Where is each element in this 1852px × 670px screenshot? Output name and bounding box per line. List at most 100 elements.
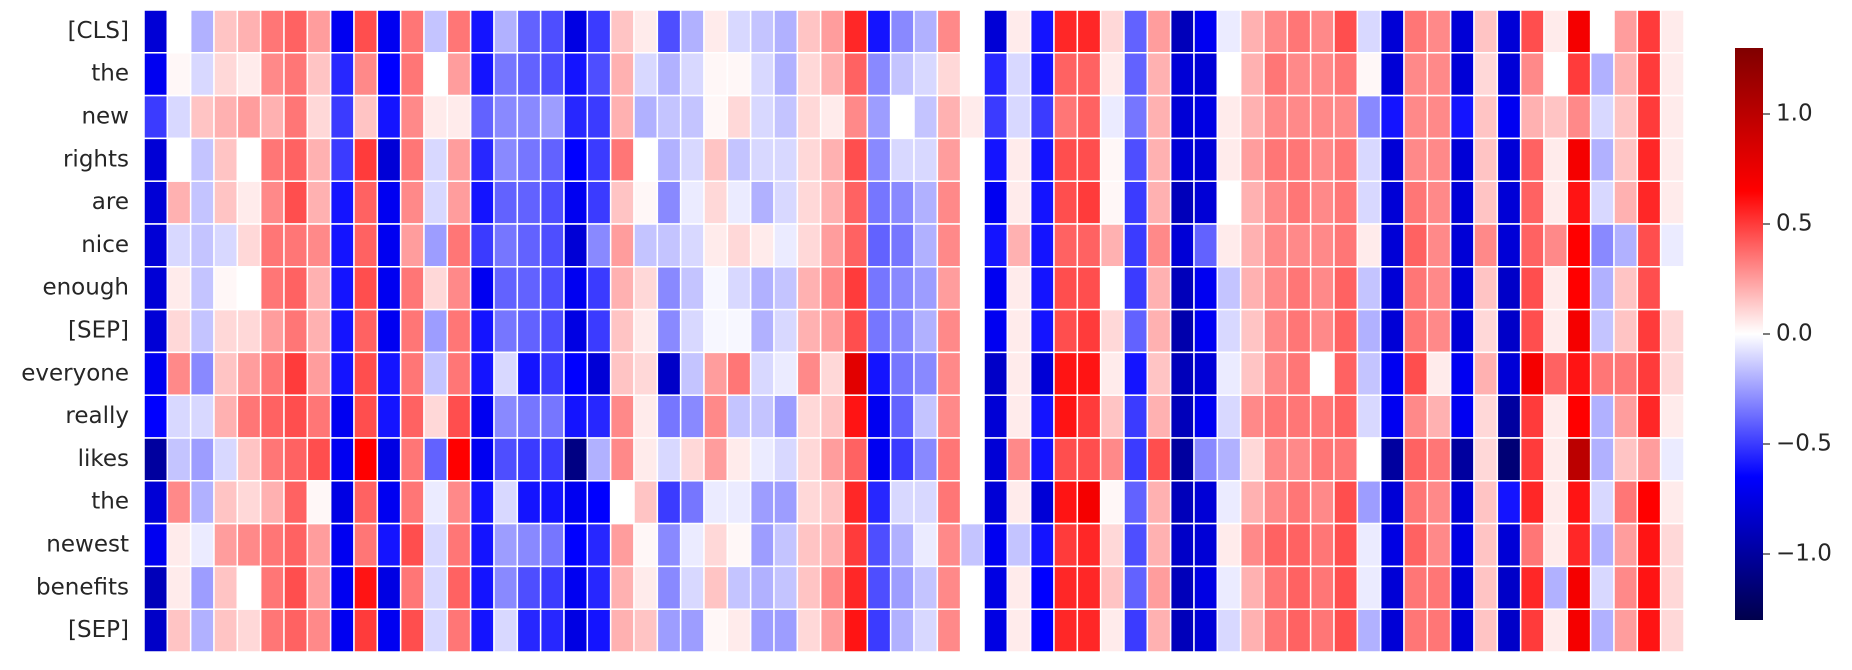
heat-cell bbox=[1239, 608, 1265, 653]
heat-cell bbox=[866, 565, 892, 610]
heat-cell bbox=[1496, 137, 1522, 182]
heat-cell bbox=[399, 180, 425, 225]
heat-cell bbox=[1099, 565, 1125, 610]
heat-cell bbox=[236, 266, 262, 311]
heat-cell bbox=[889, 52, 915, 97]
heat-cell bbox=[1239, 351, 1265, 396]
heat-cell bbox=[1333, 223, 1359, 268]
heat-cell bbox=[1169, 394, 1195, 439]
heat-cell bbox=[866, 437, 892, 482]
heat-cell bbox=[656, 52, 682, 97]
heat-cell bbox=[1403, 394, 1429, 439]
heat-cell bbox=[936, 522, 962, 568]
heat-cell bbox=[539, 608, 565, 653]
heat-cell bbox=[1309, 480, 1335, 525]
heat-cell bbox=[189, 608, 215, 653]
heat-cell bbox=[1006, 480, 1032, 525]
heat-cell bbox=[633, 94, 659, 140]
heat-cell bbox=[259, 180, 285, 225]
heat-cell bbox=[143, 351, 169, 396]
heat-cell bbox=[796, 394, 822, 439]
heat-cell bbox=[983, 565, 1009, 610]
heat-cell bbox=[283, 52, 309, 97]
heat-cell bbox=[516, 437, 542, 482]
heat-cell bbox=[1146, 480, 1172, 525]
heat-cell bbox=[143, 394, 169, 439]
heat-cell bbox=[1146, 565, 1172, 610]
heat-cell bbox=[1473, 565, 1499, 610]
heat-cell bbox=[796, 437, 822, 482]
heat-cell bbox=[656, 308, 682, 354]
heat-cell bbox=[1123, 9, 1149, 54]
heat-cell bbox=[516, 52, 542, 97]
row-label: the bbox=[91, 489, 129, 515]
heat-cell bbox=[959, 394, 985, 439]
heat-cell bbox=[493, 94, 519, 140]
heat-cell bbox=[1263, 180, 1289, 225]
heat-cell bbox=[1636, 137, 1662, 182]
heat-cell bbox=[1356, 94, 1382, 140]
heat-cell bbox=[796, 608, 822, 653]
heat-cell bbox=[1379, 480, 1405, 525]
heat-cell bbox=[1636, 308, 1662, 354]
heat-cell bbox=[1076, 52, 1102, 97]
heat-cell bbox=[1613, 394, 1639, 439]
heat-cell bbox=[703, 266, 729, 311]
heat-cell bbox=[423, 94, 449, 140]
heat-cell bbox=[1146, 394, 1172, 439]
heat-cell bbox=[1099, 223, 1125, 268]
heat-cell bbox=[166, 480, 192, 525]
heat-cell bbox=[353, 351, 379, 396]
heat-cell bbox=[143, 9, 169, 54]
heat-cell bbox=[283, 223, 309, 268]
heat-cell bbox=[1123, 94, 1149, 140]
heat-cell bbox=[423, 9, 449, 54]
heat-cell bbox=[376, 94, 402, 140]
heat-cell bbox=[376, 137, 402, 182]
heat-cell bbox=[236, 522, 262, 568]
heat-cell bbox=[1426, 52, 1452, 97]
heat-cell bbox=[913, 137, 939, 182]
heat-cell bbox=[983, 137, 1009, 182]
heat-cell bbox=[399, 394, 425, 439]
heat-cell bbox=[166, 266, 192, 311]
heat-cell bbox=[1659, 608, 1685, 653]
heat-cell bbox=[469, 52, 495, 97]
heat-cell bbox=[913, 480, 939, 525]
heat-cell bbox=[586, 308, 612, 354]
heat-cell bbox=[143, 565, 169, 610]
heat-cell bbox=[1123, 223, 1149, 268]
heat-cell bbox=[1169, 308, 1195, 354]
heat-cell bbox=[726, 351, 752, 396]
heat-cell bbox=[259, 480, 285, 525]
heat-cell bbox=[1449, 394, 1475, 439]
heat-cell bbox=[1263, 608, 1289, 653]
heat-cell bbox=[1099, 180, 1125, 225]
heat-cell bbox=[423, 608, 449, 653]
heat-cell bbox=[1543, 308, 1569, 354]
heat-cell bbox=[1053, 52, 1079, 97]
heat-cell bbox=[913, 608, 939, 653]
heat-cell bbox=[843, 180, 869, 225]
heat-cell bbox=[306, 394, 332, 439]
row-label: everyone bbox=[21, 360, 129, 386]
heat-cell bbox=[1566, 137, 1592, 182]
heat-cell bbox=[1449, 266, 1475, 311]
heat-cell bbox=[493, 52, 519, 97]
heat-cell bbox=[983, 437, 1009, 482]
heat-cell bbox=[819, 137, 845, 182]
heat-cell bbox=[1309, 137, 1335, 182]
heat-cell bbox=[843, 394, 869, 439]
heat-cell bbox=[1239, 266, 1265, 311]
heat-cell bbox=[1613, 266, 1639, 311]
heat-cell bbox=[679, 608, 705, 653]
heat-cell bbox=[679, 437, 705, 482]
heat-cell bbox=[889, 266, 915, 311]
heat-cell bbox=[306, 308, 332, 354]
heat-cell bbox=[1543, 180, 1569, 225]
heat-cell bbox=[1263, 522, 1289, 568]
heat-cell bbox=[1029, 223, 1055, 268]
heat-cell bbox=[889, 394, 915, 439]
heat-cell bbox=[633, 608, 659, 653]
heat-cell bbox=[866, 94, 892, 140]
